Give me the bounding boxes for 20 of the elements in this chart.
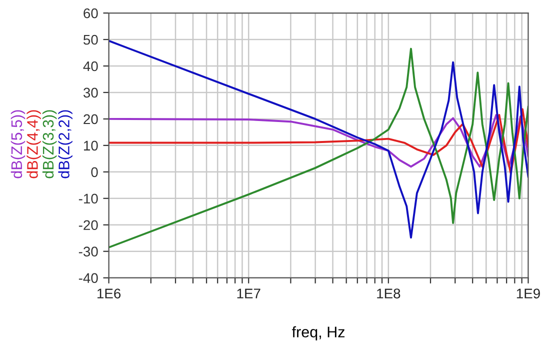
y-tick-label: 10 <box>84 140 98 151</box>
x-tick-label: 1E8 <box>377 288 400 298</box>
y-tick-label: 50 <box>83 34 98 45</box>
y-tick-label: 60 <box>84 8 98 18</box>
y-tick-label: 40 <box>83 61 98 72</box>
x-tick-label: 1E6 <box>98 288 121 298</box>
text: dB(Z(2,2)) <box>58 110 72 178</box>
text: dB(Z(5,5)) <box>10 110 26 178</box>
text: dB(Z(4,4)) <box>26 110 41 178</box>
text: dB(Z(3,3)) <box>42 110 57 178</box>
y-tick-label: 30 <box>83 88 98 98</box>
y-tick-label: -20 <box>78 220 98 230</box>
y-tick-label: 20 <box>84 114 98 124</box>
x-axis-title: freq, Hz <box>292 326 344 340</box>
x-tick-label: 1E9 <box>516 288 540 298</box>
y-tick-label: 0 <box>91 167 98 178</box>
y-tick-label: -40 <box>78 273 98 283</box>
x-tick-label: 1E7 <box>237 288 260 298</box>
y-tick-label: -30 <box>78 246 98 257</box>
y-tick-label: -10 <box>78 194 98 204</box>
